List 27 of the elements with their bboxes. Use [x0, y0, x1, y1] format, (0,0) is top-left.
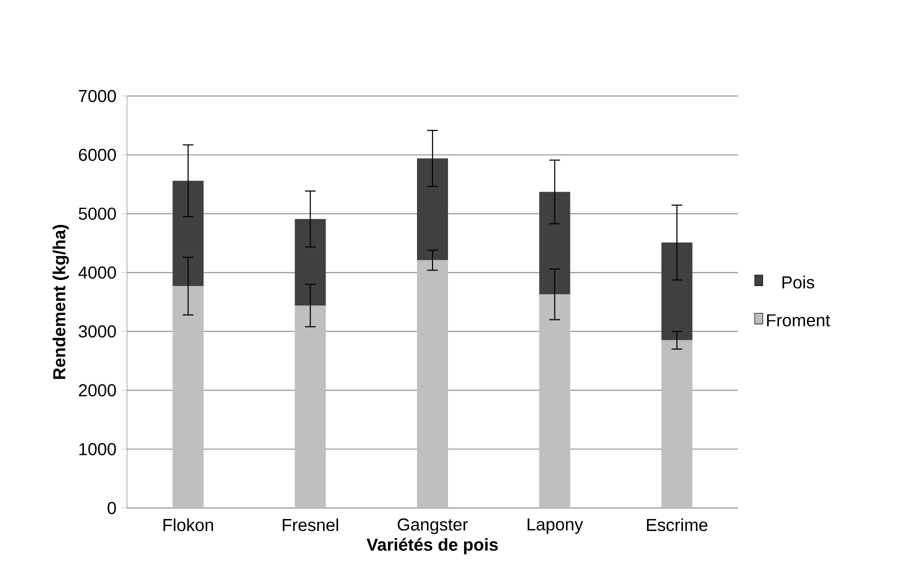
y-tick-label: 1000: [79, 443, 116, 456]
bar: [539, 294, 570, 508]
y-tick-label: 3000: [78, 325, 116, 338]
y-tick-label: 6000: [78, 148, 116, 161]
bar: [417, 260, 448, 508]
legend-label: Pois: [782, 276, 814, 288]
x-tick-label: Escrime: [647, 518, 708, 532]
bar: [539, 192, 570, 294]
legend-label: Froment: [767, 314, 830, 326]
y-tick-label: 7000: [78, 90, 116, 102]
x-tick-label: Lapony: [528, 518, 584, 534]
bar: [172, 180, 204, 286]
y-tick-label: 2000: [78, 384, 116, 396]
bar: [294, 219, 326, 306]
bar: [294, 306, 326, 508]
y-axis-title: Rendement (kg/ha): [52, 224, 69, 379]
y-tick-label: 4000: [78, 266, 116, 279]
x-tick-label: Fresnel: [282, 518, 338, 532]
bar: [417, 158, 448, 260]
x-tick-label: Gangster: [398, 518, 468, 534]
y-tick-label: 0: [108, 502, 116, 514]
bar: [661, 242, 692, 340]
x-axis-title: Variétés de pois: [366, 538, 498, 554]
y-tick-label: 5000: [78, 208, 116, 220]
bar: [661, 340, 692, 508]
bar: [172, 286, 204, 508]
x-tick-label: Flokon: [164, 518, 213, 532]
